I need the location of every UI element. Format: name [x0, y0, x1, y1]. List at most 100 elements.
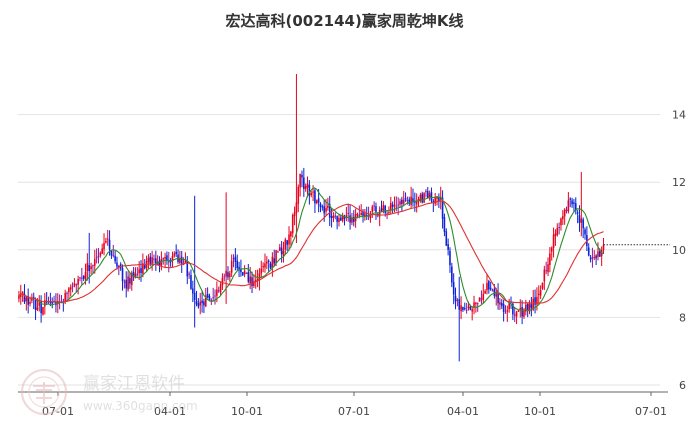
candle: [591, 247, 594, 268]
candle: [280, 241, 283, 263]
candle: [90, 262, 92, 275]
candle: [541, 282, 544, 290]
candle: [129, 273, 131, 289]
candle: [47, 296, 50, 305]
candle: [112, 244, 115, 258]
candle: [23, 284, 26, 304]
candle: [142, 253, 144, 278]
candle: [95, 248, 98, 264]
candle: [560, 217, 562, 231]
candle: [240, 259, 242, 277]
candle: [364, 209, 366, 221]
candle: [79, 276, 81, 282]
candle: [458, 276, 461, 362]
candle: [351, 213, 353, 226]
candle: [21, 291, 24, 302]
candle: [428, 190, 431, 201]
candle: [508, 298, 510, 313]
candle: [32, 292, 35, 310]
candle: [497, 283, 499, 310]
candle: [254, 270, 257, 289]
candle: [299, 173, 301, 197]
chart-title: 宏达高科(002144)赢家周乾坤K线: [225, 12, 464, 30]
candles: [18, 74, 605, 362]
candle: [399, 198, 401, 208]
candle: [219, 281, 222, 296]
candle: [500, 299, 503, 309]
candle: [456, 298, 459, 307]
candle: [42, 306, 44, 316]
candle: [266, 256, 268, 269]
candle: [273, 249, 276, 267]
candle: [93, 249, 96, 274]
candle: [71, 282, 74, 293]
candle: [432, 199, 435, 213]
candle: [51, 297, 54, 309]
candle: [201, 291, 203, 313]
candle: [506, 305, 509, 322]
candle: [214, 289, 216, 305]
candle: [184, 252, 187, 264]
candle: [452, 273, 455, 305]
candle: [404, 192, 407, 202]
candle: [118, 264, 120, 276]
candle: [114, 250, 116, 264]
candle: [75, 283, 78, 293]
candle: [449, 247, 451, 273]
candle: [360, 204, 362, 216]
candle: [491, 288, 494, 292]
candle: [415, 193, 418, 213]
candle: [537, 285, 540, 306]
candle: [253, 274, 255, 288]
candle: [567, 192, 570, 214]
candle: [40, 295, 42, 323]
candle: [25, 296, 28, 311]
candle: [151, 250, 153, 271]
candle: [489, 281, 492, 291]
candle: [484, 289, 486, 295]
ma-short-line: [18, 187, 604, 311]
candle: [303, 167, 305, 197]
candle: [445, 228, 448, 247]
candle: [408, 196, 411, 207]
candle: [430, 187, 433, 204]
candle: [338, 214, 340, 227]
x-tick-label: 04-01: [447, 405, 479, 418]
candle: [229, 270, 231, 282]
candle: [443, 213, 446, 237]
y-tick-label: 6: [679, 379, 686, 392]
candle: [262, 262, 264, 273]
candle: [528, 300, 531, 315]
candle: [373, 201, 375, 212]
candle: [188, 271, 190, 279]
candle: [341, 212, 344, 223]
candle: [225, 192, 227, 304]
candle: [171, 251, 174, 268]
candle: [530, 296, 533, 317]
candle: [190, 269, 192, 290]
candle: [556, 223, 559, 237]
candle: [434, 192, 436, 207]
candle: [208, 293, 211, 302]
candle: [166, 251, 168, 265]
candle: [97, 248, 100, 264]
candle: [375, 202, 377, 220]
candle: [286, 239, 288, 251]
x-tick-label: 07-01: [42, 405, 74, 418]
candle: [105, 237, 107, 244]
candle: [371, 204, 374, 218]
candle: [121, 264, 124, 291]
candle: [438, 193, 440, 208]
candle: [38, 295, 41, 312]
candle: [125, 271, 128, 298]
candle: [77, 275, 79, 295]
candle: [421, 191, 424, 204]
candle: [177, 249, 179, 264]
candle: [319, 202, 322, 213]
candle: [180, 250, 183, 273]
candle: [525, 299, 527, 316]
candle: [380, 200, 383, 213]
watermark-url: www.360gann.com: [83, 399, 198, 413]
y-tick-label: 12: [672, 176, 686, 189]
x-tick-label: 07-01: [338, 405, 370, 418]
